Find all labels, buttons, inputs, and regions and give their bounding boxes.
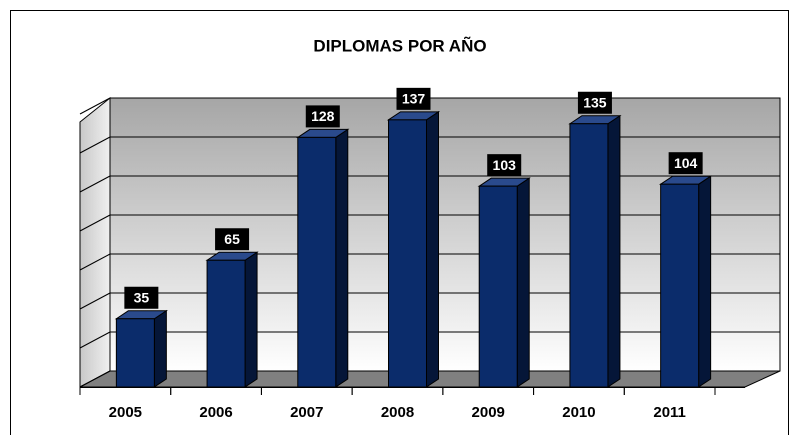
value-label: 65: [224, 231, 240, 247]
chart-title: DIPLOMAS POR AÑO: [313, 35, 486, 55]
x-tick-label: 2007: [290, 404, 323, 421]
bar-side: [607, 114, 621, 388]
bar-side: [698, 175, 712, 388]
bar-side: [516, 177, 530, 388]
value-label-box: [305, 105, 340, 128]
grid-line: [79, 97, 111, 115]
value-label: 128: [311, 108, 335, 124]
value-label-box: [215, 228, 250, 251]
value-label-box: [487, 154, 522, 177]
bar-side: [153, 309, 167, 388]
x-tick-label: 2006: [199, 404, 232, 421]
grid-line: [79, 331, 111, 349]
grid-line: [79, 292, 111, 310]
bar: [478, 185, 518, 388]
value-label-box: [124, 286, 159, 309]
bar: [297, 136, 337, 388]
value-label: 35: [134, 289, 150, 305]
value-label: 104: [674, 155, 698, 171]
bar: [115, 318, 155, 388]
bar-side: [244, 251, 258, 388]
value-label-box: [668, 152, 703, 175]
x-tick-label: 2011: [653, 404, 686, 421]
bar-side: [335, 128, 349, 388]
bar: [206, 259, 246, 388]
x-tick-label: 2005: [109, 404, 142, 421]
value-label: 137: [402, 91, 426, 107]
x-tick-label: 2009: [472, 404, 505, 421]
grid-line: [79, 370, 111, 388]
value-label: 135: [583, 94, 607, 110]
bar: [569, 123, 609, 388]
bar: [660, 183, 700, 388]
bar-side: [426, 110, 439, 388]
side-wall: [79, 96, 111, 388]
grid-line: [79, 175, 111, 193]
x-tick-label: 2008: [381, 404, 414, 421]
bar: [388, 119, 427, 388]
value-label-box: [396, 87, 431, 110]
grid-line: [79, 136, 111, 154]
grid-line: [79, 253, 111, 271]
value-label-box: [577, 91, 612, 114]
value-label: 103: [493, 157, 517, 173]
x-tick-label: 2010: [562, 404, 595, 421]
grid-line: [79, 214, 111, 232]
